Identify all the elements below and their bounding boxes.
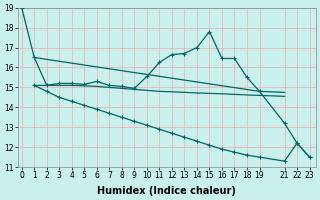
- X-axis label: Humidex (Indice chaleur): Humidex (Indice chaleur): [98, 186, 236, 196]
